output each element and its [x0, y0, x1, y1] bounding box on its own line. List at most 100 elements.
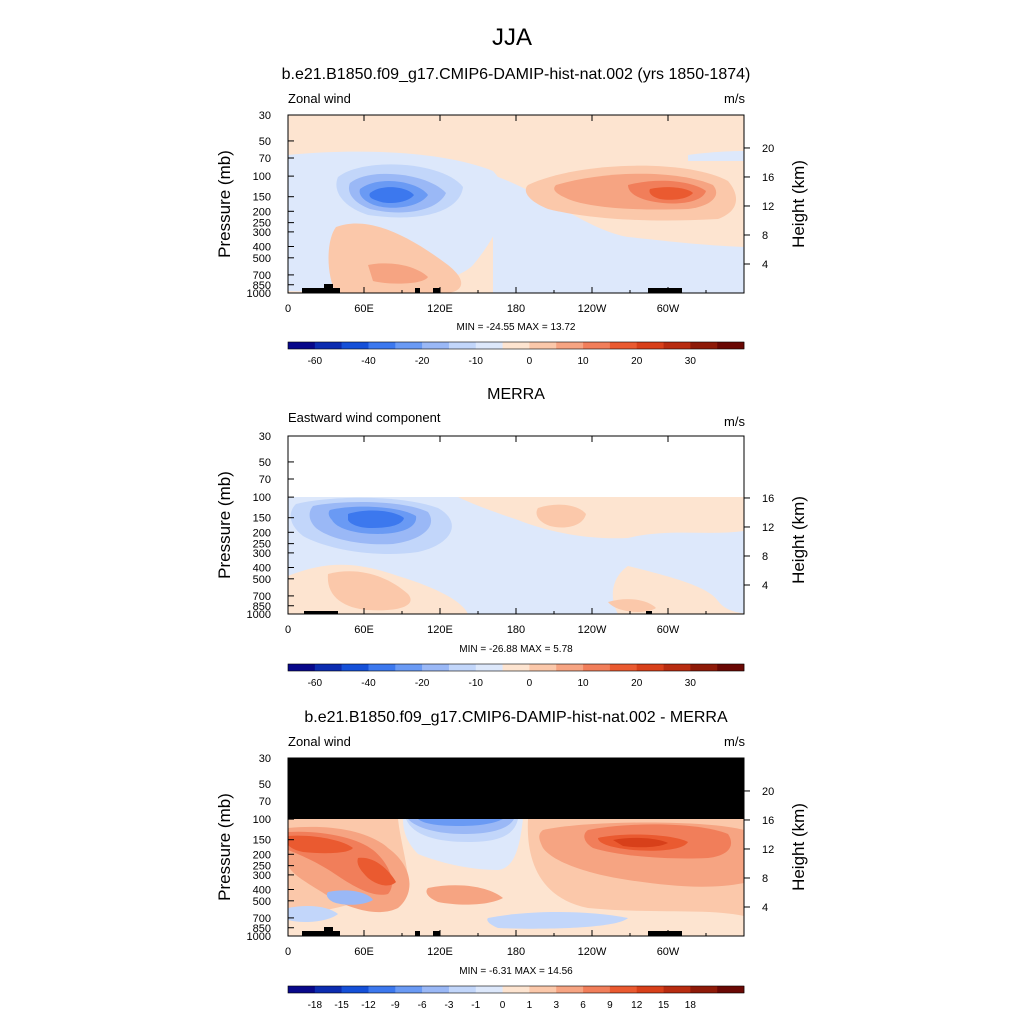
colorbar-swatch: [502, 342, 530, 349]
land-mask: [415, 288, 420, 293]
y-tick-label: 400: [253, 562, 271, 574]
contour-fill: [487, 912, 628, 929]
panel-1-ylabel: Pressure (mb): [215, 150, 234, 258]
y-tick-label: 250: [253, 861, 271, 873]
colorbar-swatch: [368, 986, 396, 993]
colorbar-swatch: [288, 664, 316, 671]
colorbar-label: 10: [577, 356, 589, 367]
land-mask: [433, 931, 440, 936]
panel-1: b.e21.B1850.f09_g17.CMIP6-DAMIP-hist-nat…: [215, 66, 808, 367]
y-tick-label: 30: [259, 753, 271, 765]
x-tick-label: 120E: [427, 624, 453, 636]
land-mask: [433, 288, 440, 293]
height-tick-label: 4: [762, 902, 768, 914]
colorbar-swatch: [529, 342, 557, 349]
y-tick-label: 150: [253, 513, 271, 525]
colorbar-swatch: [663, 342, 691, 349]
colorbar-swatch: [314, 986, 342, 993]
y-tick-label: 70: [259, 796, 271, 808]
contour-fill: [288, 906, 338, 922]
land-mask: [324, 927, 333, 936]
colorbar-swatch: [583, 342, 611, 349]
colorbar-swatch: [475, 342, 503, 349]
contour-fill: [326, 890, 373, 905]
page-title: JJA: [492, 24, 532, 51]
panel-1-stats: MIN = -24.55 MAX = 13.72: [457, 322, 576, 333]
colorbar-label: -10: [469, 678, 484, 689]
y-tick-label: 50: [259, 779, 271, 791]
colorbar-label: -9: [391, 1000, 400, 1011]
x-tick-label: 180: [507, 946, 525, 958]
colorbar-swatch: [422, 986, 450, 993]
colorbar-swatch: [368, 342, 396, 349]
contour-fill: [418, 819, 503, 826]
x-tick-label: 120W: [578, 946, 607, 958]
y-tick-label: 300: [253, 227, 271, 239]
panel-3-title: b.e21.B1850.f09_g17.CMIP6-DAMIP-hist-nat…: [304, 709, 728, 726]
y-tick-label: 150: [253, 835, 271, 847]
height-tick-label: 8: [762, 873, 768, 885]
colorbar-swatch: [609, 664, 638, 671]
y-tick-label: 30: [259, 431, 271, 443]
height-tick-label: 8: [762, 230, 768, 242]
x-tick-label: 180: [507, 624, 525, 636]
panel-3-stats: MIN = -6.31 MAX = 14.56: [459, 966, 573, 977]
height-tick-label: 20: [762, 786, 774, 798]
panel-3: b.e21.B1850.f09_g17.CMIP6-DAMIP-hist-nat…: [215, 709, 808, 1011]
height-tick-label: 4: [762, 259, 768, 271]
contour-fill: [493, 175, 744, 293]
panel-1-title: b.e21.B1850.f09_g17.CMIP6-DAMIP-hist-nat…: [282, 66, 751, 83]
panel-1-left-label: Zonal wind: [288, 91, 351, 106]
colorbar-label: -6: [418, 1000, 427, 1011]
x-tick-label: 120W: [578, 624, 607, 636]
y-tick-label: 70: [259, 153, 271, 165]
y-tick-label: 500: [253, 574, 271, 586]
colorbar-swatch: [422, 664, 450, 671]
panel-3-plot: [288, 758, 744, 936]
x-tick-label: 180: [507, 303, 525, 315]
y-tick-label: 100: [253, 814, 271, 826]
height-tick-label: 20: [762, 143, 774, 155]
panel-1-colorbar: -60 -40 -20 -10 0 10 20 30: [287, 341, 745, 367]
colorbar-swatch: [368, 664, 396, 671]
colorbar-swatch: [690, 342, 718, 349]
colorbar-swatch: [609, 986, 638, 993]
height-tick-label: 12: [762, 522, 774, 534]
x-tick-label: 120E: [427, 946, 453, 958]
colorbar-label: -12: [361, 1000, 376, 1011]
land-mask: [648, 931, 682, 936]
x-tick-label: 60W: [657, 624, 680, 636]
panel-2-ylabel: Pressure (mb): [215, 471, 234, 579]
y-tick-label: 200: [253, 206, 271, 218]
y-tick-label: 700: [253, 270, 271, 282]
colorbar-label: 0: [500, 1000, 506, 1011]
y-tick-label: 200: [253, 527, 271, 539]
x-tick-label: 60W: [657, 946, 680, 958]
y-tick-label: 1000: [247, 931, 271, 943]
y-tick-label: 700: [253, 591, 271, 603]
colorbar-label: -15: [334, 1000, 349, 1011]
y-tick-label: 300: [253, 548, 271, 560]
colorbar-label: -60: [308, 356, 323, 367]
x-tick-label: 60E: [354, 946, 374, 958]
colorbar-label: 3: [553, 1000, 559, 1011]
colorbar-label: 0: [527, 678, 533, 689]
colorbar-label: 12: [631, 1000, 643, 1011]
contour-fill: [649, 187, 693, 200]
colorbar-frame: [287, 663, 745, 672]
height-tick-label: 4: [762, 580, 768, 592]
colorbar-swatch: [314, 342, 342, 349]
contour-fill: [368, 263, 428, 284]
colorbar-swatch: [395, 342, 423, 349]
y-tick-label: 1000: [247, 609, 271, 621]
colorbar-swatch: [475, 664, 503, 671]
colorbar-label: -18: [308, 1000, 323, 1011]
colorbar-swatch: [448, 664, 477, 671]
y-tick-label: 50: [259, 457, 271, 469]
colorbar-swatch: [556, 986, 584, 993]
colorbar-frame: [287, 341, 745, 350]
missing-data-region: [288, 758, 744, 819]
contour-fill: [369, 187, 414, 203]
y-tick-label: 300: [253, 870, 271, 882]
colorbar-swatch: [636, 986, 664, 993]
